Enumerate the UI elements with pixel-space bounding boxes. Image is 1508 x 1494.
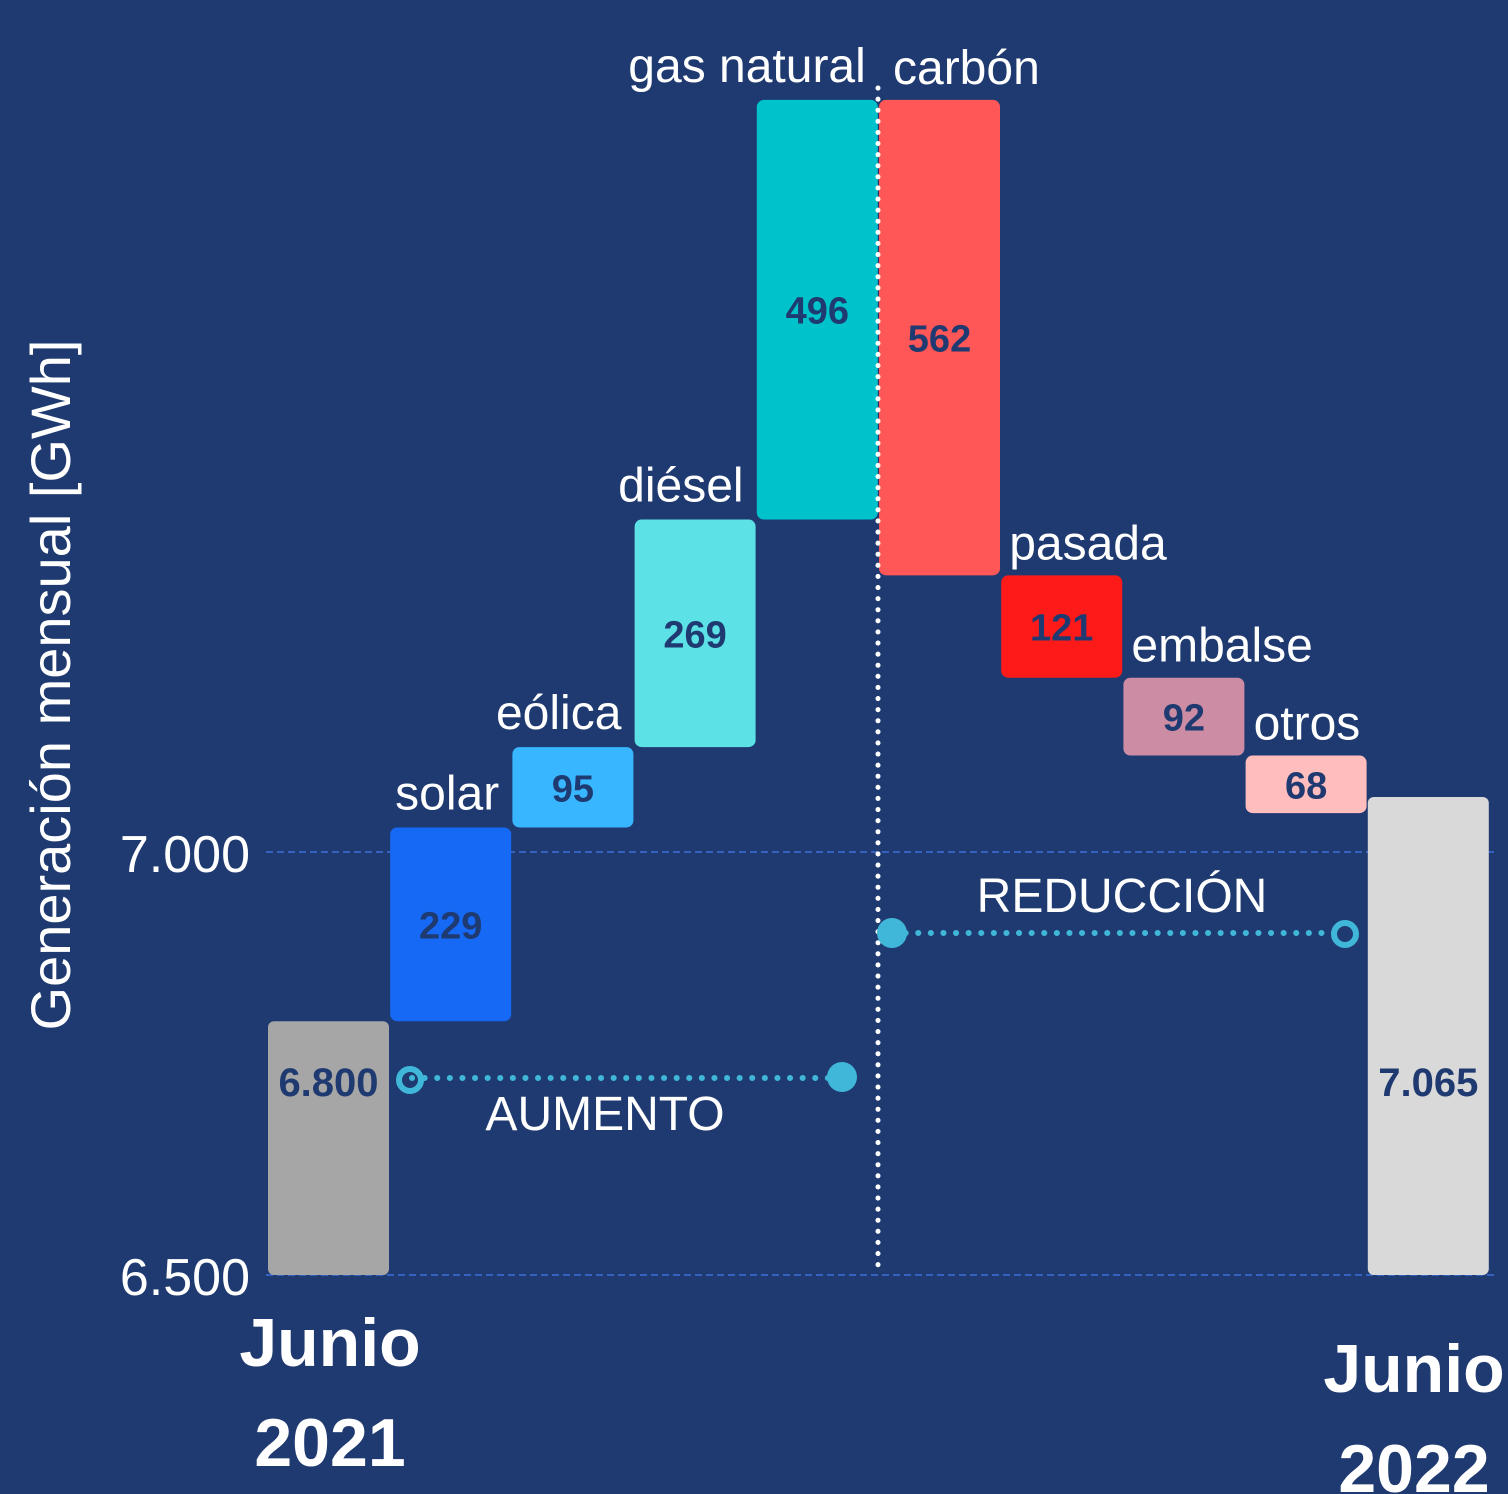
- bar-name-gas-natural: gas natural: [628, 40, 866, 93]
- bar-embalse: [1123, 677, 1245, 756]
- bar-name-eolica: eólica: [496, 687, 622, 740]
- bar-name-otros: otros: [1254, 698, 1361, 751]
- labels: 7.000 6.500 Generación mensual [GWh] 6.800 J…: [19, 40, 1505, 1494]
- bar-carbon: [879, 99, 1000, 576]
- bar-label-end: 7.065: [1378, 1061, 1478, 1105]
- bars: [268, 99, 1489, 1275]
- bar-otros: [1245, 755, 1367, 814]
- annotations: [396, 85, 1359, 1278]
- x-label-end-line2: 2022: [1338, 1431, 1489, 1494]
- bar-value-carbon: 562: [908, 319, 971, 361]
- bar-name-carbon: carbón: [893, 42, 1040, 95]
- bar-value-eolica: 95: [552, 768, 594, 810]
- bar-value-embalse: 92: [1163, 698, 1205, 740]
- bar-label-start: 6.800: [278, 1061, 378, 1105]
- decrease-end-marker: [1331, 920, 1359, 948]
- bar-solar: [390, 827, 512, 1022]
- bar-diesel: [634, 519, 756, 748]
- bar-eolica: [512, 747, 634, 828]
- bar-name-pasada: pasada: [1009, 517, 1167, 570]
- x-label-end-line1: Junio: [1323, 1331, 1504, 1407]
- bar-value-pasada: 121: [1030, 608, 1093, 650]
- increase-start-marker: [396, 1066, 424, 1094]
- bar-start: [268, 1021, 389, 1275]
- bar-pasada: [1001, 575, 1123, 678]
- bar-name-solar: solar: [395, 767, 499, 820]
- bar-gas-natural: [756, 99, 878, 520]
- bar-name-diesel: diésel: [618, 460, 743, 513]
- annotation-increase: AUMENTO: [485, 1088, 724, 1141]
- x-label-start-line1: Junio: [239, 1305, 420, 1381]
- bar-value-gas-natural: 496: [786, 291, 849, 333]
- y-tick-label-6500: 6.500: [120, 1249, 250, 1307]
- decrease-start-marker: [877, 918, 907, 948]
- annotation-decrease: REDUCCIÓN: [977, 869, 1268, 923]
- y-tick-label-7000: 7.000: [120, 826, 250, 884]
- bar-end: [1367, 797, 1489, 1275]
- bar-value-solar: 229: [419, 905, 482, 947]
- increase-end-marker: [827, 1062, 857, 1092]
- bar-value-otros: 68: [1285, 765, 1327, 807]
- y-axis-title: Generación mensual [GWh]: [19, 340, 82, 1031]
- x-label-start-line2: 2021: [254, 1405, 405, 1481]
- bar-value-diesel: 269: [663, 614, 726, 656]
- bar-name-embalse: embalse: [1131, 620, 1312, 673]
